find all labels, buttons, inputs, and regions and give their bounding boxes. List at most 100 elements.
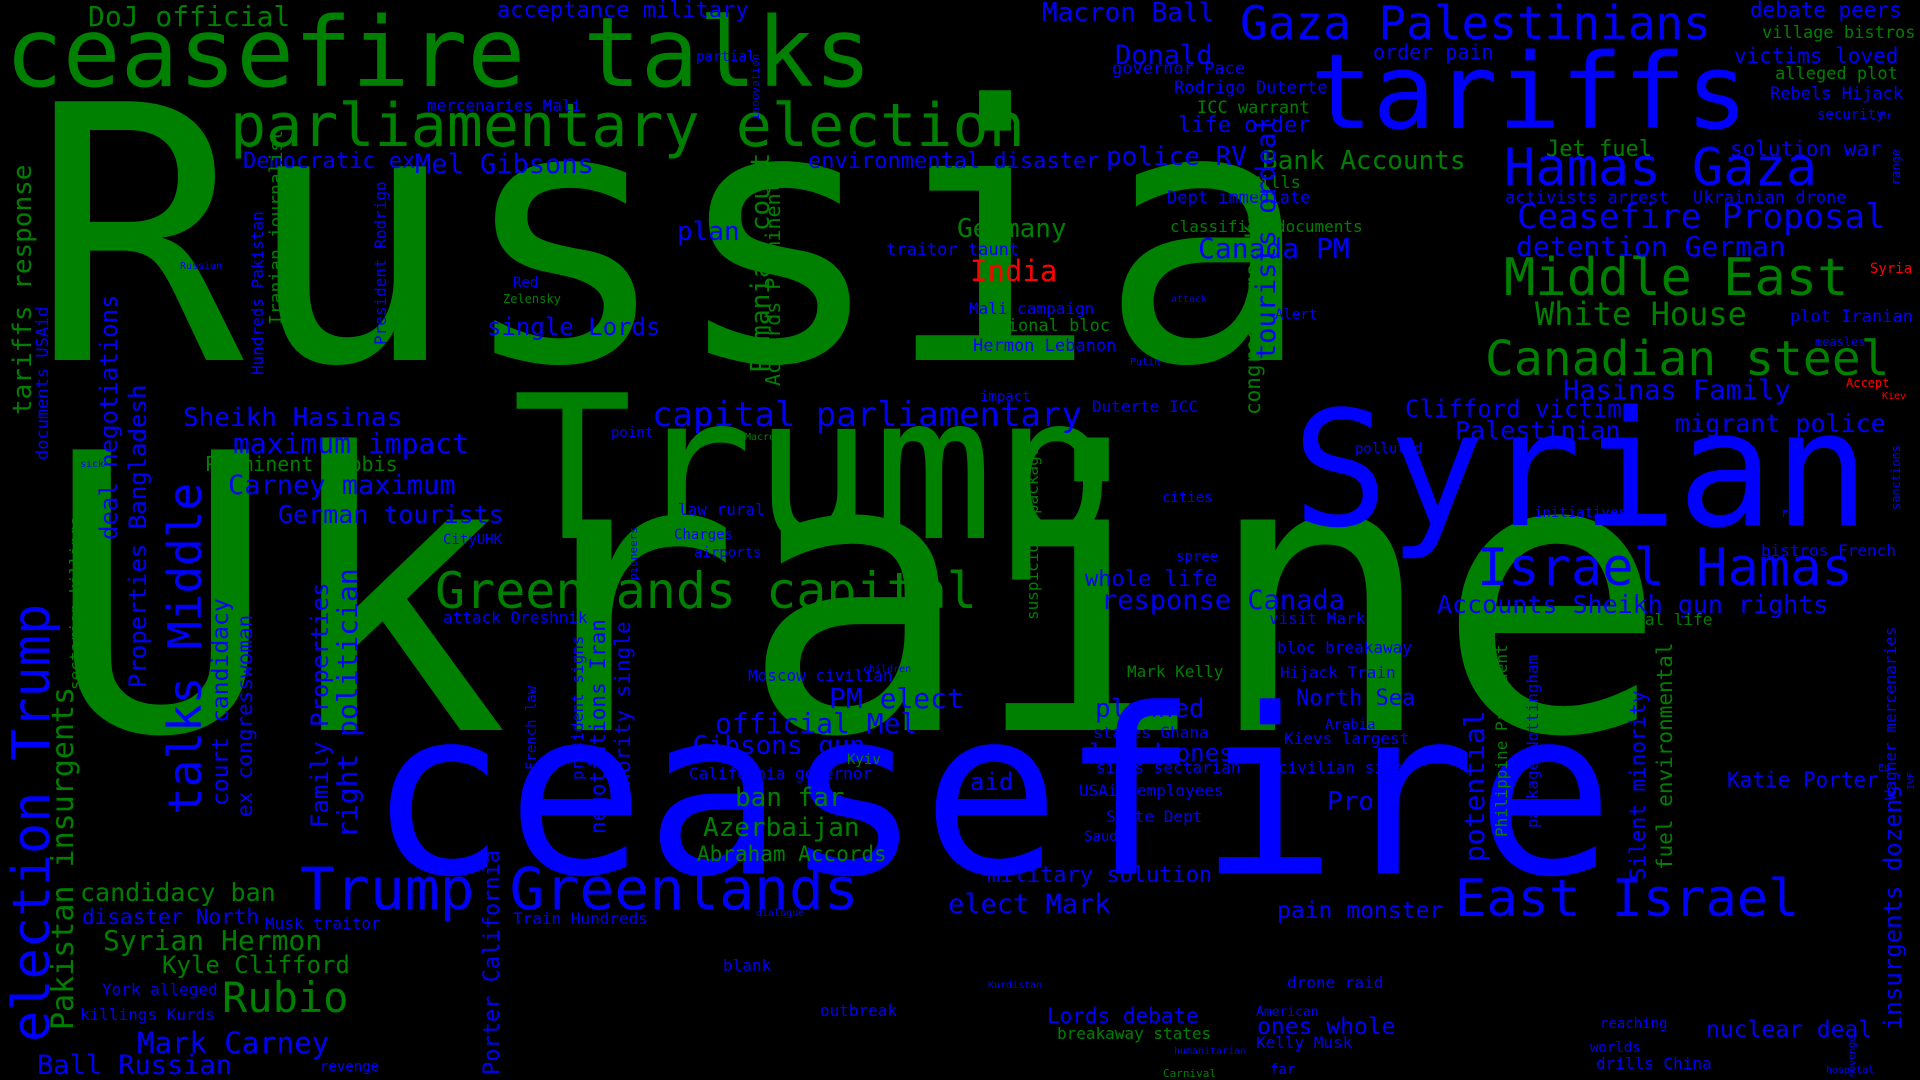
cloud-word: partial — [696, 49, 756, 65]
cloud-word: civilian sites — [1278, 758, 1413, 777]
cloud-word: killings Kurds — [80, 1005, 215, 1024]
cloud-word: states Ghana — [1093, 723, 1209, 742]
cloud-word: military solution — [987, 863, 1213, 888]
cloud-word: package Nottingham — [1523, 654, 1542, 828]
cloud-word: Accords Prominent — [761, 181, 785, 386]
cloud-word: Hasinas Family — [1563, 375, 1791, 406]
cloud-word: Greenlands capital — [435, 562, 977, 620]
cloud-word: Saudi — [1084, 829, 1127, 845]
cloud-word: breakaway states — [1057, 1024, 1212, 1043]
cloud-word: Moscow civilian — [748, 666, 893, 685]
cloud-word: Rubio — [222, 973, 349, 1022]
cloud-word: minority single — [611, 621, 635, 811]
cloud-word: American — [1256, 1005, 1319, 1020]
cloud-word: parliamentary election — [230, 91, 1025, 161]
cloud-word: Syrian Hermon — [103, 924, 323, 957]
cloud-word: PM elect — [829, 682, 964, 715]
cloud-word: law rural — [678, 500, 765, 519]
cloud-word: sanctions — [1889, 444, 1903, 510]
cloud-word: security — [1817, 107, 1885, 123]
cloud-word: Kiev — [1882, 391, 1907, 402]
cloud-word: Rodrigo Duterte — [1174, 78, 1328, 98]
cloud-word: range — [1889, 148, 1903, 185]
cloud-word: DoJ official — [88, 0, 291, 33]
cloud-word: North Sea — [1296, 686, 1416, 711]
cloud-word: ones whole — [1257, 1014, 1396, 1040]
cloud-word: Train Hundreds — [513, 909, 648, 928]
cloud-word: Trump Greenlands — [300, 855, 859, 923]
cloud-word: German tourists — [278, 500, 504, 529]
cloud-word: activists arrest — [1505, 188, 1669, 208]
cloud-word: Charges — [674, 527, 734, 543]
cloud-word: revenge — [1847, 1035, 1858, 1078]
cloud-word: Kievs largest — [1284, 729, 1410, 748]
cloud-word: ban far — [735, 783, 845, 813]
cloud-word: Ceasefire Proposal — [1517, 197, 1886, 237]
cloud-word: Hermon Lebanon — [973, 336, 1117, 356]
cloud-word: plan — [677, 217, 740, 247]
cloud-word: Democratic ex — [243, 149, 416, 174]
cloud-word: Macron — [745, 432, 782, 443]
cloud-word: children — [863, 664, 912, 675]
cloud-word: drills China — [1596, 1054, 1712, 1073]
cloud-word: police RV — [1106, 142, 1247, 172]
cloud-word: Gaza Palestinians — [1240, 0, 1711, 50]
cloud-word: Jet fuel — [1546, 137, 1652, 162]
cloud-word: disaster North — [82, 905, 260, 929]
cloud-word: Middle East — [1504, 248, 1849, 308]
cloud-word: potential — [1458, 710, 1491, 862]
cloud-word: order pain — [1373, 40, 1494, 64]
cloud-word: Palestinian — [1455, 416, 1621, 445]
cloud-word: bloc breakaway — [1277, 638, 1412, 657]
cloud-word: Hijack Train — [1280, 663, 1396, 682]
cloud-word: Ukraine — [45, 373, 1668, 821]
cloud-word: Kyle Clifford — [162, 951, 350, 979]
cloud-word: Lords debate — [1047, 1004, 1199, 1028]
cloud-word: innovation — [749, 53, 762, 120]
cloud-word: deal negotiations — [95, 294, 123, 540]
cloud-word: alleged plot — [1775, 64, 1898, 84]
cloud-word: measles — [1815, 335, 1866, 349]
cloud-word: revenge — [320, 1059, 380, 1075]
cloud-word: Sheikh Hasinas — [183, 403, 403, 433]
cloud-word: Alert — [1275, 307, 1318, 323]
cloud-word: sick — [80, 459, 105, 470]
cloud-word: Syria — [1870, 261, 1913, 277]
cloud-word: humanitarian — [1174, 1046, 1247, 1057]
cloud-word: Porter California — [480, 849, 505, 1075]
cloud-word: Germany — [957, 214, 1067, 244]
cloud-word: naval drills — [1178, 173, 1301, 193]
cloud-word: attack — [1171, 294, 1208, 305]
cloud-word: Hamas Gaza — [1504, 138, 1818, 198]
cloud-word: IVF — [1906, 771, 1917, 790]
cloud-word: migrant police — [1675, 409, 1886, 438]
cloud-word: candidacy ban — [80, 878, 276, 907]
cloud-word: Russian — [180, 261, 223, 272]
cloud-word: capital parliamentary — [652, 395, 1082, 435]
cloud-word: debate peers — [1750, 0, 1902, 22]
cloud-word: Syrian — [1292, 376, 1870, 563]
cloud-word: detention German — [1516, 230, 1786, 263]
cloud-word: airports — [694, 545, 762, 561]
cloud-word: Arabia — [1325, 717, 1376, 733]
cloud-word: Katie Porter — [1727, 768, 1879, 792]
cloud-word: loved ones — [1089, 739, 1234, 767]
cloud-word: Musk traitor — [265, 914, 381, 933]
cloud-word: Mr — [1880, 111, 1893, 122]
cloud-word: Pro — [1327, 787, 1374, 817]
cloud-word: victims loved — [1734, 44, 1899, 68]
cloud-word: tourists ordeal — [1251, 116, 1282, 360]
cloud-word: Iranian journalist — [266, 129, 287, 325]
cloud-word: ceasefire talks — [5, 0, 872, 109]
cloud-word: Carney maximum — [228, 470, 456, 501]
cloud-word: Donald — [1115, 40, 1213, 71]
cloud-word: Philippine President — [1492, 644, 1511, 837]
cloud-word: planned — [1095, 694, 1205, 724]
cloud-word: single Lords — [487, 313, 661, 341]
cloud-word: fuel environmental — [1653, 642, 1677, 870]
cloud-word: worlds — [1590, 1040, 1641, 1056]
cloud-word: Canadian steel — [1485, 331, 1890, 387]
cloud-word: USAid employees — [1079, 781, 1224, 800]
cloud-word: blank — [723, 956, 772, 975]
